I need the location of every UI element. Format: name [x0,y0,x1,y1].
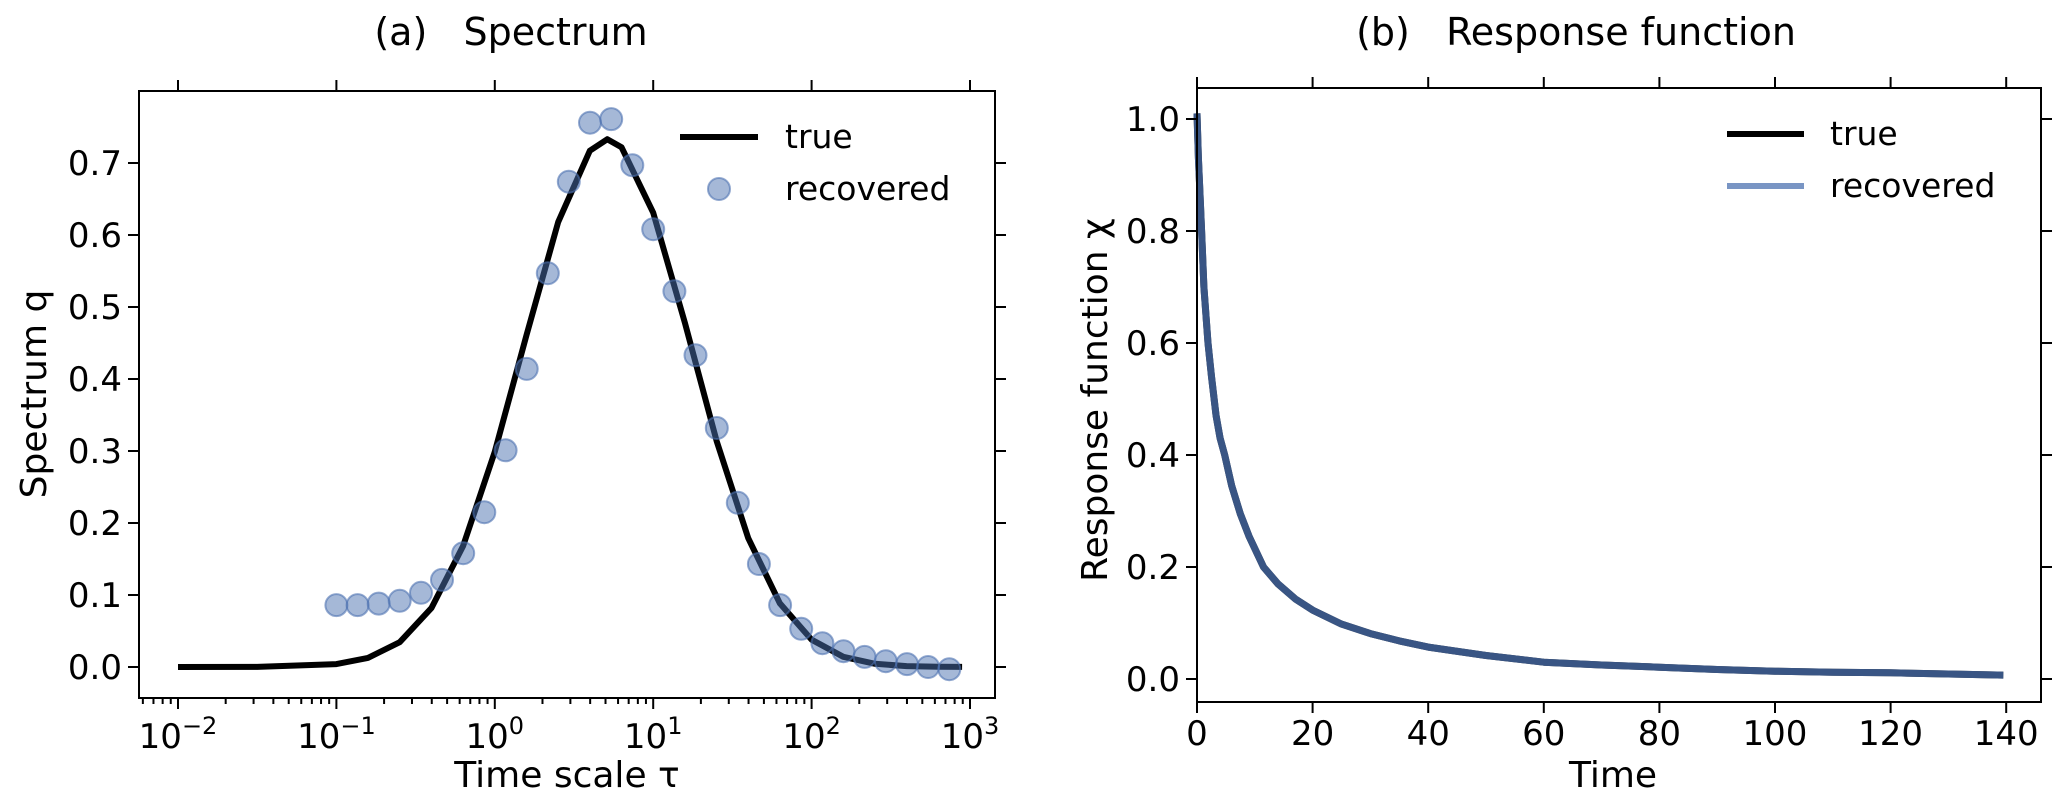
x-tick-label: 101 [624,712,683,757]
recovered-response-line [1193,113,2004,679]
spectrum-legend: true recovered [680,117,950,208]
spectrum-x-axis-label: Time scale τ [453,755,679,796]
recovered-point [641,217,666,242]
response-y-ticks: 0.0 0.2 0.4 0.6 0.8 1.0 [1126,100,2052,700]
response-axes-frame [1196,87,2042,703]
spectrum-plot-area [177,107,963,682]
recovered-point [451,541,476,566]
y-tick-label: 0.4 [68,360,122,400]
x-tick-label: 10−2 [139,712,218,757]
spectrum-axes-frame [138,90,996,699]
recovered-point [831,639,856,664]
response-y-axis-label: Response function χ [1075,218,1116,582]
recovered-point [430,567,454,592]
spectrum-panel: (a) Spectrum 10−2 10−1 100 101 102 103 0.0 0.1… [14,10,1006,796]
response-legend: true recovered [1727,114,1995,205]
recovered-point [746,552,771,576]
legend-true-label: true [1830,114,1898,153]
x-tick-label: 100 [466,712,525,757]
y-tick-label: 0.7 [68,144,122,184]
response-title: (b) Response function [1356,10,1796,54]
response-x-axis-label: Time [1568,755,1657,796]
spectrum-title: (a) Spectrum [374,10,647,54]
x-tick-label: 10−1 [297,712,376,757]
y-tick-label: 0.8 [1126,212,1180,252]
recovered-point [556,169,581,194]
recovered-point [810,631,835,656]
recovered-point [535,261,560,286]
recovered-point [768,593,793,618]
x-tick-label: 100 [1743,714,1808,754]
recovered-point [789,616,814,641]
y-tick-label: 0.6 [1126,324,1180,364]
x-tick-label: 140 [1974,714,2039,754]
x-tick-label: 80 [1638,714,1681,754]
recovered-point [620,153,645,178]
y-tick-label: 0.2 [1126,548,1180,588]
y-tick-label: 0.0 [1126,660,1180,700]
y-tick-label: 0.4 [1126,436,1180,476]
recovered-point [916,655,941,679]
recovered-point [662,279,687,304]
spectrum-y-ticks: 0.0 0.1 0.2 0.3 0.4 0.5 0.6 0.7 [68,144,1006,688]
recovered-point [366,591,391,616]
recovered-point [514,356,539,381]
x-tick-label: 40 [1407,714,1450,754]
legend-recovered-label: recovered [785,169,950,208]
y-tick-label: 0.0 [68,648,122,688]
recovered-point [895,652,919,677]
recovered-point [873,649,898,674]
y-tick-label: 0.2 [68,504,122,544]
spectrum-x-ticks: 10−2 10−1 100 101 102 103 [139,80,1000,757]
y-tick-label: 0.3 [68,432,122,472]
recovered-point [578,110,602,135]
x-tick-label: 120 [1858,714,1923,754]
y-tick-label: 0.5 [68,288,122,328]
x-tick-label: 60 [1522,714,1565,754]
y-tick-label: 0.6 [68,216,122,256]
x-tick-label: 102 [782,712,841,757]
x-tick-label: 20 [1291,714,1334,754]
spectrum-y-axis-label: Spectrum q [14,290,55,499]
recovered-point [852,644,877,669]
recovered-point [937,657,962,682]
response-plot-area [1193,113,2004,679]
recovered-point [493,438,518,463]
legend-true-label: true [785,117,853,156]
response-panel: (b) Response function 0 20 40 60 80 100 120 140… [1075,10,2052,796]
x-tick-label: 0 [1186,714,1208,754]
recovered-point [409,580,433,605]
response-x-ticks: 0 20 40 60 80 100 120 140 [1186,77,2039,754]
recovered-point [704,416,729,440]
recovered-point [345,593,370,618]
y-tick-label: 1.0 [1126,100,1180,140]
legend-recovered-label: recovered [1830,166,1995,205]
y-tick-label: 0.1 [68,576,122,616]
legend-recovered-marker-swatch [707,177,731,201]
recovered-point [472,500,497,525]
recovered-point [599,107,624,132]
recovered-point [725,490,750,515]
recovered-point [387,588,412,613]
recovered-point [683,343,708,368]
recovered-point [324,593,349,618]
true-spectrum-line [177,136,963,670]
x-tick-label: 103 [941,712,1000,757]
